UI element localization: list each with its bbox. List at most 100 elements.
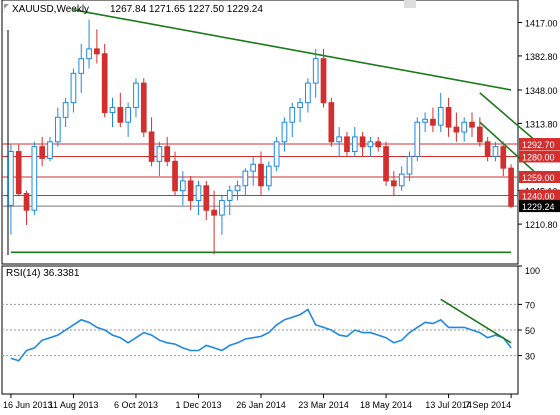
rsi-tick-label: 30 (525, 352, 535, 362)
candle-body (211, 209, 217, 216)
candle-body (367, 141, 374, 148)
candle-body (86, 48, 92, 60)
level-price-label: 1240.00 (522, 192, 555, 202)
candle-body (375, 141, 382, 148)
level-price-label: 1259.00 (522, 173, 555, 183)
candle-body (164, 146, 171, 162)
candle-body (320, 58, 327, 104)
chart-symbol: XAUUSD,Weekly (12, 4, 89, 15)
price-tick-label: 1382.80 (525, 52, 558, 62)
candle-body (78, 58, 85, 74)
candle-body (156, 146, 163, 162)
candle-body (250, 163, 257, 172)
candle-body (469, 121, 475, 128)
rsi-title: RSI(14) 36.3381 (6, 268, 80, 279)
current-price-label: 1229.24 (522, 202, 555, 212)
price-tick-label: 1210.80 (525, 220, 558, 230)
candle-body (273, 141, 280, 167)
candle-body (305, 82, 311, 104)
candle-body (344, 136, 350, 153)
candle-body (476, 126, 483, 143)
candle-body (391, 180, 397, 187)
candle-body (54, 116, 61, 143)
candle-body (336, 136, 342, 143)
price-tick-label: 1348.00 (525, 86, 558, 96)
candle-body (62, 102, 69, 118)
candle-body (492, 146, 499, 157)
candle-body (258, 163, 264, 187)
candle-body (15, 151, 22, 195)
candle-body (203, 185, 210, 211)
rsi-trendline (440, 298, 512, 344)
time-tick-label: 13 Jul 2014 (425, 400, 472, 410)
candle-body (289, 107, 296, 123)
candle-body (140, 82, 147, 133)
price-tick-label: 1417.00 (525, 18, 558, 28)
candle-body (47, 141, 53, 159)
candle-body (312, 58, 319, 84)
level-price-tag (519, 170, 560, 183)
candle-body (383, 146, 389, 182)
candle-body (133, 82, 139, 109)
level-price-tag (519, 189, 560, 202)
candle-body (8, 151, 14, 206)
candle-body (508, 167, 514, 207)
candle-body (148, 131, 155, 162)
candle-body (265, 165, 272, 187)
rsi-tick-label: 70 (525, 300, 535, 310)
candle-body (445, 107, 452, 128)
level-price-tag (519, 138, 560, 151)
candle-body (430, 118, 436, 126)
candle-body (23, 193, 30, 211)
candle-body (180, 180, 186, 192)
candle-body (359, 136, 366, 148)
price-trendline (73, 8, 512, 91)
time-tick-label: 16 Jun 2013 (3, 400, 53, 410)
candle-body (125, 107, 131, 123)
candle-body (328, 102, 335, 143)
rsi-series-line (10, 308, 512, 362)
candle-body (187, 180, 194, 201)
price-panel-frame (1, 0, 519, 265)
candle-body (234, 185, 241, 192)
candle-body (39, 146, 46, 159)
candle-body (172, 160, 178, 192)
time-tick-label: 18 May 2014 (360, 400, 412, 410)
candle-body (94, 48, 100, 55)
candle-body (70, 72, 77, 104)
chart-expand-icon[interactable] (4, 4, 9, 9)
candle-body (195, 185, 202, 201)
current-price-tag (519, 200, 560, 213)
candle-body (281, 121, 288, 143)
price-trendline (479, 121, 543, 180)
level-price-label: 1280.00 (522, 152, 555, 162)
candle-body (109, 107, 116, 113)
candle-body (406, 155, 413, 175)
level-price-tag (519, 150, 560, 163)
time-tick-label: 26 Jan 2014 (236, 400, 286, 410)
price-trendline (479, 92, 543, 148)
time-tick-label: 23 Mar 2014 (298, 400, 349, 410)
candle-body (398, 173, 405, 187)
candle-body (101, 53, 108, 113)
candle-body (484, 141, 491, 157)
time-tick-label: 6 Oct 2013 (114, 400, 158, 410)
candle-body (351, 136, 358, 153)
candle-body (414, 121, 421, 157)
time-tick-label: 11 Aug 2013 (48, 400, 98, 410)
candle-body (31, 146, 38, 211)
candle-body (219, 199, 225, 216)
time-tick-label: 1 Dec 2013 (175, 400, 221, 410)
candle-body (226, 190, 233, 201)
level-price-label: 1292.70 (522, 140, 555, 150)
candle-body (117, 107, 124, 123)
rsi-tick-label: 50 (525, 326, 535, 336)
candle-body (500, 146, 507, 169)
candle-body (461, 121, 468, 133)
candle-body (437, 107, 444, 126)
candle-body (297, 102, 303, 109)
candle-body (453, 126, 460, 133)
window-control-icon[interactable] (404, 0, 416, 8)
